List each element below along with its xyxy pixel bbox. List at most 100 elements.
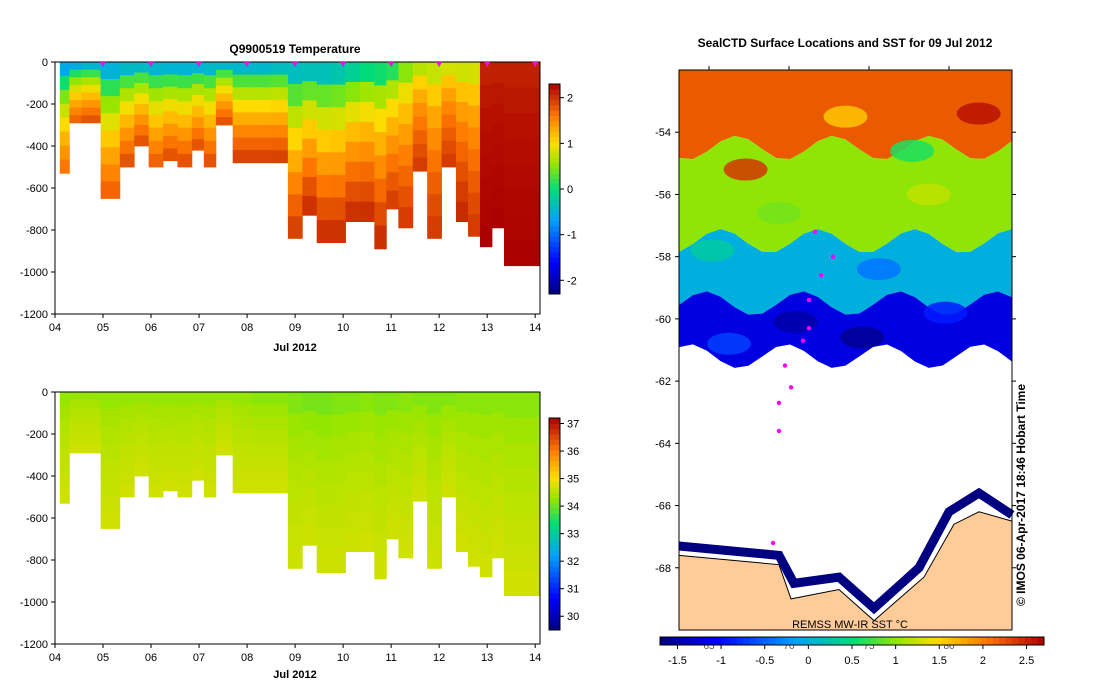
profile-cell [491,124,505,146]
profile-cell [177,405,193,419]
profile-cell [359,471,375,493]
profile-cell [386,172,399,192]
profile-cell [503,87,519,114]
profile-cell [100,96,121,114]
profile-cell [331,62,346,85]
colorbar-segment [549,231,560,237]
profile-cell [271,150,289,164]
profile-cell [491,392,505,414]
profile-cell [441,140,457,155]
x-tick-label: 14 [529,652,541,664]
colorbar-segment [807,637,815,645]
profile-cell [503,519,519,546]
profile-cell [134,434,150,445]
colorbar-tick-label: 0 [567,184,573,196]
profile-cell [441,392,457,406]
profile-cell [331,220,346,243]
profile-cell [251,392,272,405]
colorbar-segment [549,577,560,583]
profile-cell [100,79,121,97]
profile-cell [163,136,178,149]
colorbar-segment [660,637,667,645]
profile-cell [374,438,387,463]
colorbar-segment [549,534,560,541]
profile-cell [412,62,428,77]
colorbar-segment [549,486,560,493]
profile-cell [467,522,481,545]
profile-cell [69,437,82,446]
profile-cell [302,468,318,489]
profile-cell [386,520,399,540]
profile-cell [191,425,205,437]
colorbar-segment [549,257,560,263]
profile-cell [316,414,332,438]
profile-cell [163,453,178,467]
profile-cell [148,470,164,485]
profile-cell [215,423,234,432]
profile-cell [215,447,234,456]
profile-cell [287,480,303,503]
profile-cell [441,431,457,445]
temperature-chart-title: Q9900519 Temperature [229,42,361,56]
profile-cell [134,465,150,477]
profile-cell [491,474,505,497]
profile-cell [215,439,234,448]
profile-cell [427,480,442,503]
profile-cell [467,413,481,436]
profile-cell [271,62,289,75]
profile-cell [163,74,178,88]
profile-cell [100,426,121,444]
profile-cell [163,111,178,125]
sst-colorbar: -1.5 -1 -0.5 0 0.5 1 1.5 2 2.5 [659,636,1045,667]
colorbar-segment [756,637,763,645]
profile-cell [163,429,178,442]
profile-cell [491,207,505,229]
profile-cell [441,444,457,459]
colorbar-segment [549,183,560,190]
profile-cell [69,62,82,71]
colorbar-segment [916,637,923,645]
colorbar-segment [549,550,560,557]
profile-cell [59,433,70,449]
temperature-section-chart: Q9900519 Temperature 0 -200 -400 -600 -800 -1… [20,42,577,354]
profile-cell [177,392,193,406]
profile-cell [287,414,303,437]
profile-cell [503,493,519,520]
profile-cell [119,127,135,142]
profile-cell [251,112,272,126]
profile-marker [340,62,347,67]
colorbar-segment [549,476,560,483]
colorbar-segment [775,637,783,645]
profile-cell [203,405,217,419]
profile-cell [287,172,303,195]
colorbar-segment [549,168,560,174]
profile-cell [287,458,303,481]
profile-cell [203,392,217,406]
profile-marker [388,62,395,67]
profile-cell [503,189,519,216]
track-point [812,229,818,234]
profile-cell [331,482,346,506]
profile-cell [215,109,234,118]
profile-cell [81,115,102,124]
profile-cell [287,546,303,569]
profile-cell [345,511,361,533]
profile-cell [386,98,399,118]
profile-cell [287,106,303,129]
profile-cell [81,92,102,101]
profile-cell [177,153,193,168]
profile-cell [163,99,178,112]
profile-cell [398,495,414,517]
temperature-x-axis-label: Jul 2012 [273,342,316,354]
profile-cell [467,83,481,106]
colorbar-tick-label: -2 [567,275,577,287]
profile-cell [191,106,205,118]
profile-cell [119,431,135,445]
profile-cell [398,516,414,538]
profile-cell [316,174,332,198]
profile-cell [359,451,375,473]
profile-cell [148,483,164,498]
profile-cell [177,127,193,142]
profile-cell [59,461,70,476]
